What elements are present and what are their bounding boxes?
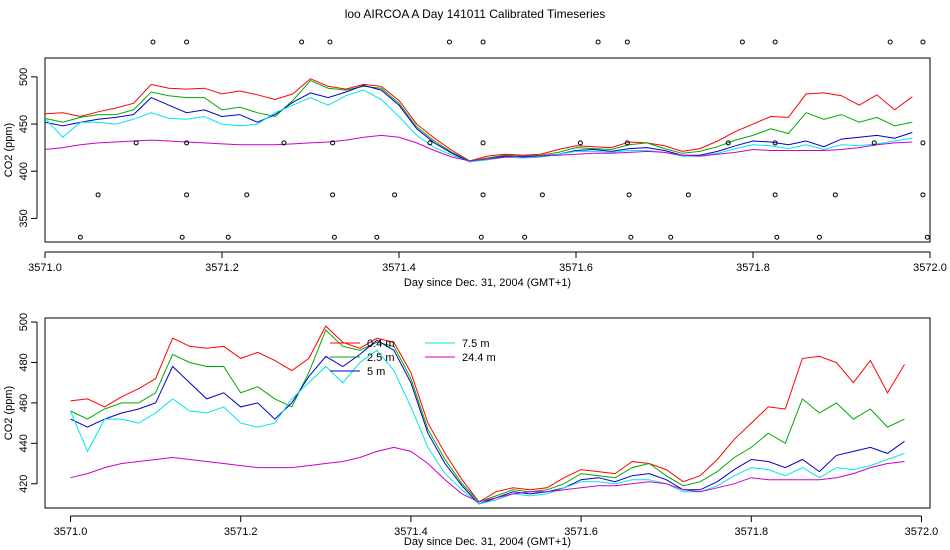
marker-point (331, 234, 337, 240)
x-tick-label: 3571.4 (382, 262, 416, 274)
marker-point (772, 192, 778, 198)
marker-point (920, 39, 926, 45)
y-tick-label: 440 (18, 434, 30, 452)
y-tick-label: 400 (18, 162, 30, 180)
marker-point (924, 234, 930, 240)
legend-label: 24.4 m (462, 352, 496, 364)
marker-point (133, 140, 139, 146)
marker-point (816, 234, 822, 240)
marker-point (772, 140, 778, 146)
y-tick-label: 500 (18, 313, 30, 331)
panel-1: 3571.0 3571.2 3571.4 3571.6 3571.8 3572.0 Day … (3, 39, 947, 289)
series-line-2-5-m (45, 79, 913, 162)
x-tick-label: 3572.0 (905, 526, 939, 538)
marker-point (668, 234, 674, 240)
marker-point (887, 39, 893, 45)
plot-frame (44, 57, 931, 243)
marker-point (739, 39, 745, 45)
legend-label: 5 m (367, 366, 385, 378)
marker-point (330, 140, 336, 146)
y-tick-label: 480 (18, 353, 30, 371)
legend-label: 7.5 m (462, 338, 490, 350)
y-tick-label: 350 (18, 209, 30, 227)
marker-point (480, 39, 486, 45)
series-line-24-4-m (45, 134, 913, 162)
marker-point (480, 192, 486, 198)
series-line-7-5-m (45, 89, 913, 163)
marker-point (871, 140, 877, 146)
figure-title: loo AIRCOA A Day 141011 Calibrated Times… (344, 7, 606, 21)
marker-point (480, 140, 486, 146)
marker-point (150, 39, 156, 45)
x-tick-label: 3572.0 (913, 262, 947, 274)
y-axis-label: CO2 (ppm) (3, 123, 15, 177)
marker-point (774, 234, 780, 240)
x-axis-label: Day since Dec. 31, 2004 (GMT+1) (404, 536, 571, 548)
x-tick-label: 3571.4 (394, 526, 428, 538)
marker-point (920, 140, 926, 146)
x-tick-label: 3571.2 (205, 262, 239, 274)
marker-point (184, 39, 190, 45)
plot-frame (44, 317, 931, 509)
marker-point (179, 234, 185, 240)
marker-point (225, 234, 231, 240)
marker-point (522, 234, 528, 240)
legend-label: 2.5 m (367, 352, 395, 364)
marker-point (478, 234, 484, 240)
marker-point (281, 140, 287, 146)
series-line-7-5-m (70, 349, 905, 505)
marker-point (685, 192, 691, 198)
marker-point (184, 192, 190, 198)
marker-point (920, 192, 926, 198)
x-tick-label: 3571.6 (564, 526, 598, 538)
marker-point (77, 234, 83, 240)
panel-2: 3571.0 3571.2 3571.4 3571.6 3571.8 3572.0 Day … (3, 313, 938, 548)
y-axis-label: CO2 (ppm) (3, 386, 15, 440)
marker-point (595, 39, 601, 45)
x-axis-label: Day since Dec. 31, 2004 (GMT+1) (404, 277, 571, 289)
marker-point (446, 39, 452, 45)
series-line-2-5-m (70, 329, 905, 503)
marker-point (374, 234, 380, 240)
y-tick-label: 460 (18, 394, 30, 412)
x-tick-label: 3571.2 (224, 526, 258, 538)
marker-point (624, 140, 630, 146)
series-line-0-4-m (45, 78, 913, 162)
y-tick-label: 500 (18, 68, 30, 86)
marker-point (539, 192, 545, 198)
marker-point (772, 39, 778, 45)
x-tick-label: 3571.0 (28, 262, 62, 274)
marker-point (626, 192, 632, 198)
marker-point (95, 192, 101, 198)
marker-point (330, 192, 336, 198)
x-tick-label: 3571.6 (559, 262, 593, 274)
x-tick-label: 3571.0 (54, 526, 88, 538)
y-tick-label: 420 (18, 475, 30, 493)
series-line-0-4-m (70, 325, 905, 503)
marker-point (725, 140, 731, 146)
x-tick-label: 3571.8 (736, 262, 770, 274)
marker-point (427, 140, 433, 146)
marker-point (184, 140, 190, 146)
legend-label: 0.4 m (367, 338, 395, 350)
marker-point (624, 39, 630, 45)
marker-point (628, 234, 634, 240)
marker-point (577, 140, 583, 146)
marker-point (392, 192, 398, 198)
plot-area (45, 78, 913, 163)
series-line-5-m (70, 339, 905, 505)
marker-point (299, 39, 305, 45)
plot-area (70, 325, 905, 505)
series-line-24-4-m (70, 446, 905, 503)
x-tick-label: 3571.8 (734, 526, 768, 538)
y-tick-label: 450 (18, 115, 30, 133)
marker-point (832, 192, 838, 198)
marker-point (244, 192, 250, 198)
marker-point (327, 39, 333, 45)
